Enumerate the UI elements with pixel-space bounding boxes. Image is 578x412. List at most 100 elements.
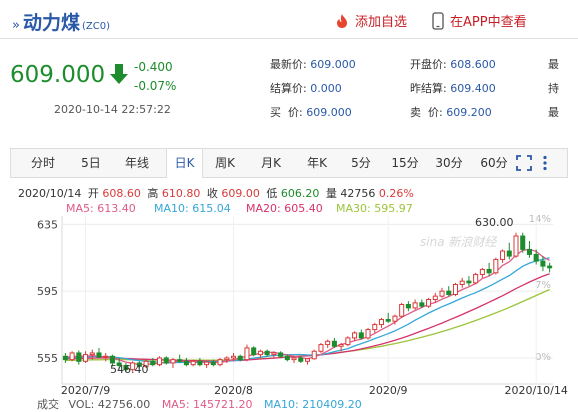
candle-body — [123, 364, 129, 371]
tab-30min[interactable]: 30分 — [435, 156, 463, 170]
candle-body — [385, 319, 391, 322]
volume-label: 成交 — [37, 398, 59, 411]
candle-body — [224, 357, 230, 361]
candle-body — [426, 299, 432, 307]
watermark: sina 新浪财经 — [420, 235, 498, 249]
cut-field-3: 最 — [548, 106, 559, 119]
volume-legend: 成交 VOL: 42756.00 MA5: 145721.20 MA10: 21… — [37, 396, 362, 412]
candle-body — [143, 360, 149, 367]
low-annotation: 546.40 — [110, 363, 149, 376]
ask-price-label: 卖 价: — [410, 106, 443, 119]
candle-body — [291, 357, 297, 361]
candle-body — [493, 258, 499, 274]
candle-body — [150, 360, 156, 366]
candle-body — [358, 332, 364, 339]
price-change-block: -0.400 -0.07% — [134, 58, 176, 96]
ma10-legend: MA10: 615.04 — [154, 202, 231, 215]
candle-body — [298, 357, 304, 362]
instrument-name: 动力煤 — [22, 12, 80, 34]
candle-body — [183, 360, 189, 366]
close-value: 609.00 — [221, 187, 260, 200]
latest-price-field: 最新价: 609.000 — [270, 56, 356, 72]
candle-body — [257, 350, 263, 356]
instrument-title: » 动力煤 (ZC0) — [12, 8, 110, 34]
x-tick-label: 2020/10/14 — [504, 384, 567, 396]
pct-tick-label: 0% — [535, 352, 551, 363]
fullscreen-icon[interactable] — [516, 155, 532, 175]
open-in-app-label: 在APP中查看 — [450, 15, 527, 30]
candle-body — [204, 361, 210, 366]
ma20-legend: MA20: 605.40 — [246, 202, 323, 215]
add-watchlist-button[interactable]: 添加自选 — [334, 11, 407, 30]
candle-body — [230, 355, 237, 359]
tab-year-line[interactable]: 年线 — [124, 156, 149, 170]
title-arrows: » — [12, 18, 20, 33]
tab-5min[interactable]: 5分 — [351, 156, 371, 170]
candle-body — [163, 357, 169, 364]
candle-body — [459, 280, 465, 285]
bid-price-field: 买 价: 609.000 — [270, 104, 352, 120]
tab-minute[interactable]: 分时 — [30, 156, 55, 170]
tab-yearly-k[interactable]: 年K — [307, 156, 327, 170]
candle-body — [405, 304, 411, 309]
volume-ma10: MA10: 210409.20 — [264, 398, 362, 411]
header-divider — [0, 38, 578, 39]
open-label: 开 — [87, 187, 99, 200]
high-label: 高 — [147, 187, 159, 200]
candle-body — [419, 302, 425, 307]
x-tick-label: 2020/9 — [369, 384, 408, 396]
y-tick-label: 595 — [37, 285, 58, 298]
prev-settle-field: 昨结算: 609.400 — [410, 80, 496, 96]
settle-price-field: 结算价: 0.000 — [270, 80, 342, 96]
candle-body — [271, 352, 277, 356]
tab-weekly-k[interactable]: 周K — [215, 156, 235, 170]
ma5-line — [65, 248, 550, 366]
candle-body — [69, 352, 75, 361]
candle-body — [251, 347, 257, 356]
candle-body — [533, 253, 539, 262]
candle-body — [452, 283, 458, 295]
tab-15min[interactable]: 15分 — [391, 156, 419, 170]
candle-body — [136, 362, 142, 367]
period-tabs: 分时 5日 年线 日K 周K 月K 年K 5分 15分 30分 60分 — [10, 148, 568, 178]
ask-price-field: 卖 价: 609.200 — [410, 104, 492, 120]
cut-field-1: 最 — [548, 58, 559, 71]
candle-body — [338, 344, 344, 347]
ask-price-value: 609.200 — [446, 106, 492, 119]
vol-label: 量 — [325, 187, 337, 200]
more-options-icon[interactable] — [542, 155, 548, 175]
settle-price-value: 0.000 — [310, 82, 342, 95]
candle-body — [378, 319, 385, 326]
tab-daily-k[interactable]: 日K — [166, 149, 203, 178]
kline-chart[interactable]: 555 595 635 14% 7% 0% sina 新浪财经 2020/7/9 2020/8 2… — [0, 200, 578, 396]
instrument-code: (ZC0) — [81, 21, 110, 32]
candle-body — [473, 273, 479, 284]
x-tick-label: 2020/8 — [214, 384, 253, 396]
candle-body — [89, 352, 95, 356]
bid-price-label: 买 价: — [270, 106, 303, 119]
candle-body — [466, 280, 472, 284]
add-watchlist-label: 添加自选 — [355, 15, 408, 30]
candle-body — [210, 361, 216, 366]
candle-body — [446, 290, 452, 295]
candle-body — [526, 248, 532, 255]
candle-body — [217, 359, 223, 366]
tab-60min[interactable]: 60分 — [480, 156, 508, 170]
x-tick-label: 2020/7/9 — [61, 384, 110, 396]
bid-price-value: 609.000 — [306, 106, 352, 119]
candle-body — [479, 268, 485, 275]
ohlc-info: 2020/10/14 开 608.60 高 610.80 收 609.00 低 … — [18, 185, 414, 201]
tab-monthly-k[interactable]: 月K — [261, 156, 281, 170]
candle-body — [76, 352, 82, 362]
change-pct-value: 0.26% — [378, 187, 414, 200]
candle-body — [170, 359, 176, 364]
open-value: 608.60 — [102, 187, 141, 200]
candle-body — [318, 344, 324, 352]
high-value: 610.80 — [161, 187, 201, 200]
candle-body — [304, 358, 311, 362]
candle-body — [439, 290, 445, 297]
candle-body — [244, 347, 250, 361]
tab-5day[interactable]: 5日 — [81, 156, 101, 170]
close-label: 收 — [206, 187, 218, 200]
open-in-app-button[interactable]: 在APP中查看 — [432, 11, 527, 30]
